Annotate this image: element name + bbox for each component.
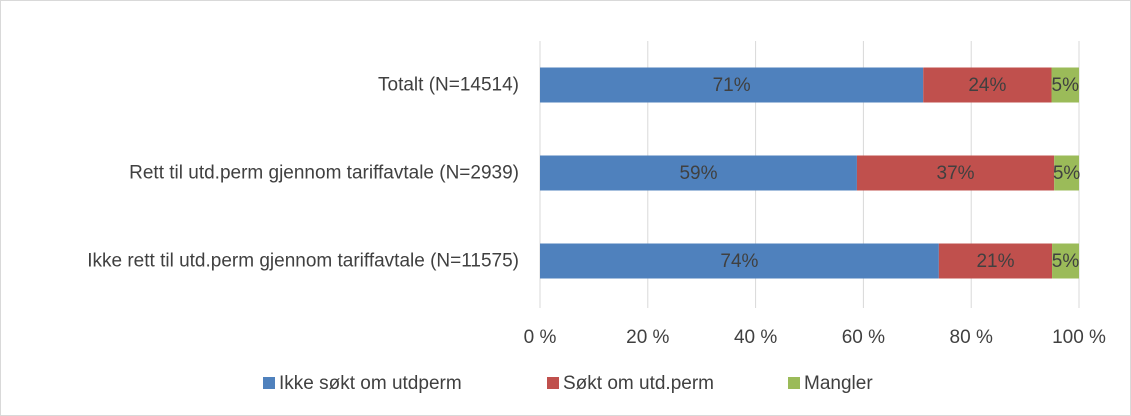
x-tick-label: 20 % <box>626 327 669 348</box>
bar-segment <box>1051 67 1079 103</box>
x-tick-label: 40 % <box>734 327 777 348</box>
category-label: Totalt (N=14514) <box>378 74 519 96</box>
bar-segment <box>540 67 924 103</box>
x-tick-label: 60 % <box>842 327 885 348</box>
bar-segment <box>1054 155 1079 191</box>
bar-segment <box>540 243 939 279</box>
legend-label: Søkt om utd.perm <box>563 373 714 394</box>
legend-swatch <box>547 377 559 389</box>
data-label: 21% <box>976 251 1014 272</box>
x-tick-label: 80 % <box>950 327 993 348</box>
bar-segment <box>856 155 1055 191</box>
x-tick-label: 100 % <box>1052 327 1106 348</box>
category-label: Rett til utd.perm gjennom tariffavtale (… <box>129 162 519 184</box>
data-label: 24% <box>968 75 1006 96</box>
data-label: 59% <box>679 163 717 184</box>
legend-swatch <box>788 377 800 389</box>
bar-segment <box>923 67 1052 103</box>
data-label: 74% <box>720 251 758 272</box>
data-label: 71% <box>713 75 751 96</box>
x-tick-label: 0 % <box>524 327 557 348</box>
data-label: 5% <box>1052 75 1080 96</box>
data-label: 5% <box>1052 251 1080 272</box>
legend-swatch <box>263 377 275 389</box>
category-label: Ikke rett til utd.perm gjennom tariffavt… <box>87 250 519 272</box>
legend-label: Ikke søkt om utdperm <box>279 373 462 394</box>
bar-segment <box>1052 243 1079 279</box>
data-label: 5% <box>1053 163 1081 184</box>
bar-segment <box>938 243 1053 279</box>
legend-label: Mangler <box>804 373 873 394</box>
data-label: 37% <box>937 163 975 184</box>
bar-segment <box>540 155 857 191</box>
